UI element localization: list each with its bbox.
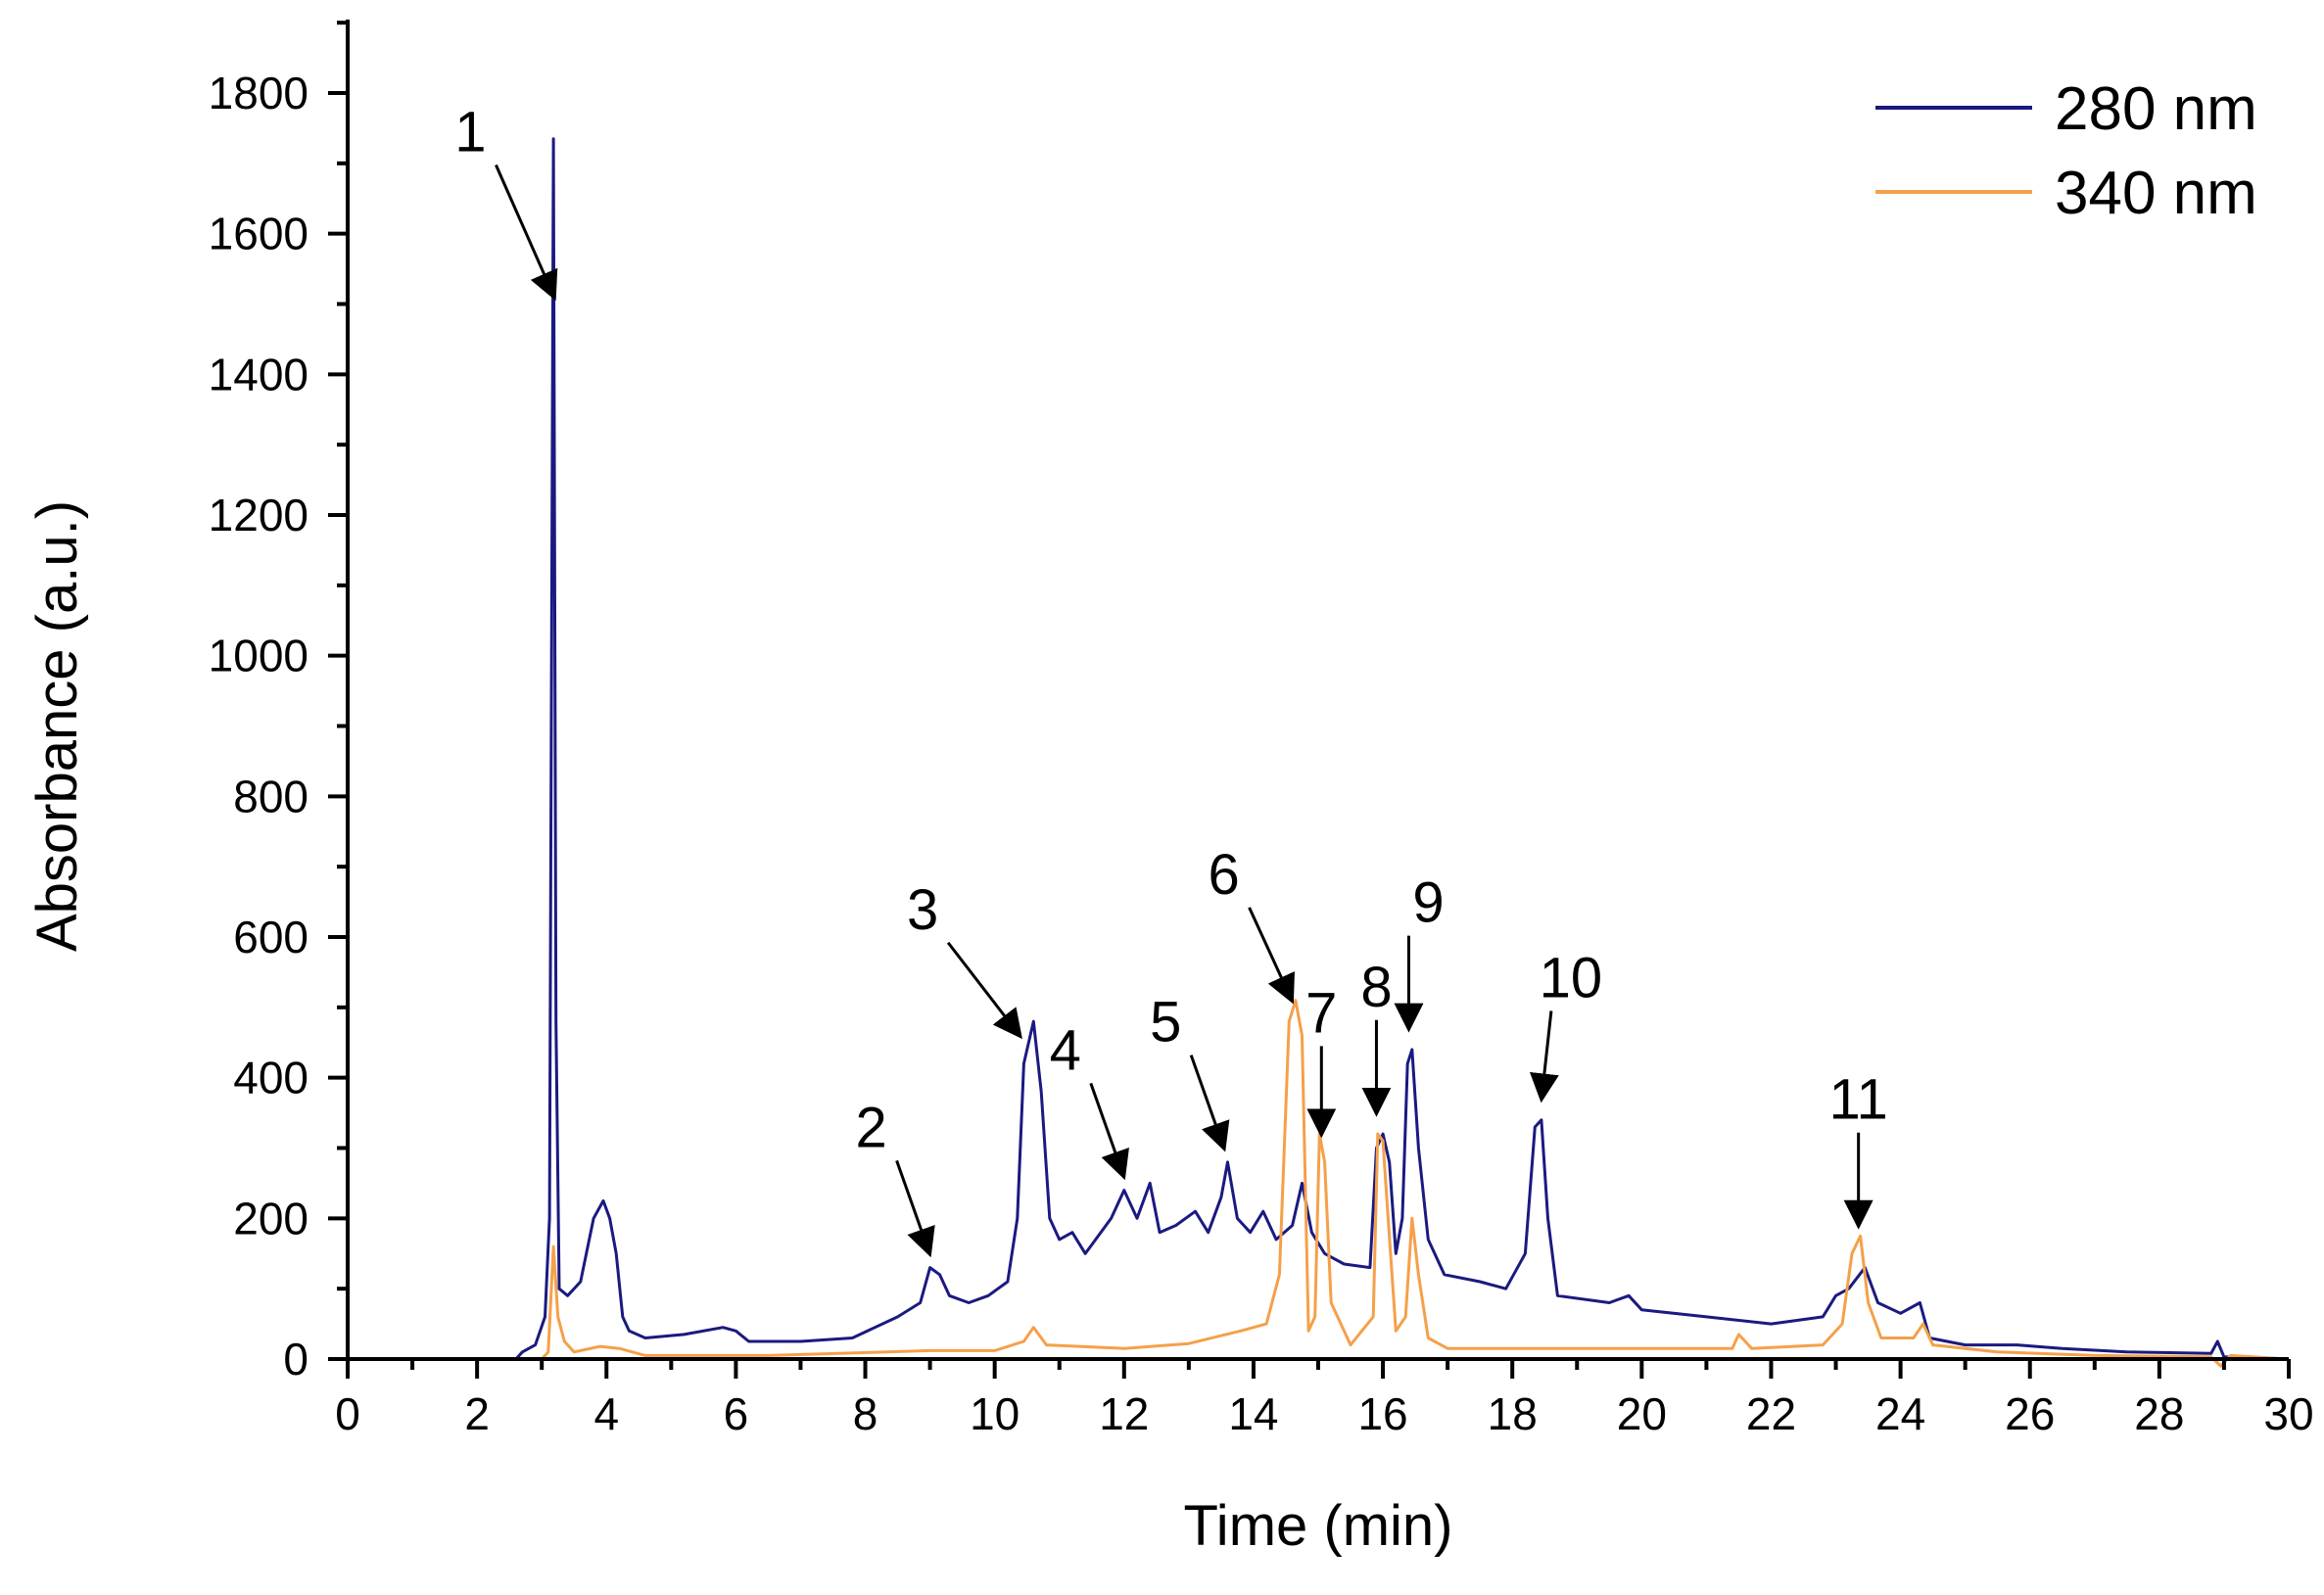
peak-arrow-10 — [1529, 1010, 1559, 1103]
x-tick-label: 20 — [1617, 1388, 1667, 1439]
series-group — [348, 137, 2290, 1368]
x-tick-label: 12 — [1099, 1388, 1149, 1439]
x-tick-label: 14 — [1228, 1388, 1278, 1439]
peak-label-2: 2 — [855, 1096, 886, 1159]
peak-label-5: 5 — [1150, 991, 1181, 1055]
legend: 280 nm 340 nm — [1875, 75, 2257, 227]
x-tick-label: 0 — [335, 1388, 360, 1439]
peak-arrow-1 — [495, 164, 558, 302]
x-tick-label: 6 — [724, 1388, 749, 1439]
x-tick-label: 26 — [2005, 1388, 2055, 1439]
peak-arrow-6 — [1248, 907, 1295, 1005]
annotations-group: 1 2 3 4 5 6 7 89 10 11 — [454, 101, 1888, 1258]
peak-label-1: 1 — [454, 101, 486, 164]
x-tick-label: 8 — [853, 1388, 878, 1439]
legend-label-280nm: 280 nm — [2055, 75, 2257, 143]
y-tick-label: 400 — [233, 1053, 308, 1103]
peak-arrow-2 — [895, 1159, 935, 1258]
y-axis-title: Absorbance (a.u.) — [25, 500, 89, 952]
series-line-0 — [348, 137, 2290, 1361]
x-tick-label: 30 — [2263, 1388, 2313, 1439]
y-tick-label: 600 — [233, 912, 308, 962]
y-tick-label: 1400 — [209, 349, 308, 399]
x-tick-label: 22 — [1746, 1388, 1796, 1439]
peak-label-4: 4 — [1050, 1018, 1081, 1082]
x-tick-label: 2 — [464, 1388, 490, 1439]
peak-label-3: 3 — [907, 878, 938, 942]
peak-label-6: 6 — [1208, 843, 1239, 907]
peak-label-10: 10 — [1540, 946, 1603, 1009]
x-tick-label: 28 — [2134, 1388, 2184, 1439]
peak-label-8: 8 — [1360, 956, 1392, 1019]
series-line-1 — [348, 999, 2290, 1368]
x-tick-label: 4 — [593, 1388, 619, 1439]
x-tick-label: 24 — [1875, 1388, 1925, 1439]
peak-label-11: 11 — [1829, 1068, 1888, 1132]
x-tick-label: 10 — [970, 1388, 1020, 1439]
peak-arrow-4 — [1089, 1082, 1129, 1181]
y-tick-label: 200 — [233, 1193, 308, 1243]
peak-label-9: 9 — [1412, 871, 1444, 935]
peak-arrow-5 — [1189, 1055, 1230, 1152]
y-tick-label: 1000 — [209, 631, 308, 681]
x-axis-title: Time (min) — [1184, 1494, 1453, 1558]
peak-label-7: 7 — [1305, 981, 1337, 1045]
peak-arrow-3 — [946, 941, 1022, 1040]
y-tick-label: 1600 — [209, 209, 308, 259]
x-tick-label: 16 — [1357, 1388, 1407, 1439]
x-tick-label: 18 — [1488, 1388, 1538, 1439]
y-tick-label: 1200 — [209, 490, 308, 540]
y-tick-label: 800 — [233, 771, 308, 821]
y-tick-label: 1800 — [209, 68, 308, 118]
y-tick-label: 0 — [283, 1334, 308, 1384]
legend-label-340nm: 340 nm — [2055, 160, 2257, 227]
ticks-group: 0 2 4 6 8 10 12 14 16 18 20 22 24 26 28 300200400600800… — [209, 21, 2314, 1439]
